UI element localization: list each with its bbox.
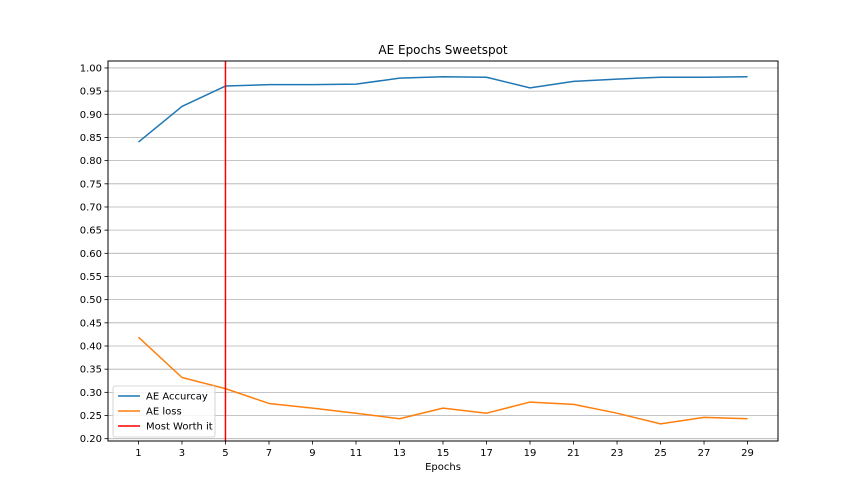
x-tick-label: 27 <box>698 448 711 459</box>
x-axis-title: Epochs <box>425 462 461 473</box>
series-line-1 <box>137 336 748 425</box>
y-tick-label: 0.20 <box>80 434 102 445</box>
y-tick-label: 0.65 <box>80 226 102 237</box>
y-tick-label: 0.70 <box>80 202 102 213</box>
legend-label: AE Accurcay <box>146 392 208 403</box>
y-tick-label: 0.95 <box>80 87 102 98</box>
grid <box>108 67 778 440</box>
x-tick-label: 5 <box>222 448 228 459</box>
x-tick-label: 21 <box>567 448 580 459</box>
y-tick-label: 0.30 <box>80 388 102 399</box>
y-tick-label: 0.40 <box>80 342 102 353</box>
series-line-0 <box>137 76 748 143</box>
x-tick-label: 17 <box>480 448 493 459</box>
plot-series <box>137 76 748 425</box>
y-tick-label: 0.75 <box>80 179 102 190</box>
y-tick-label: 0.35 <box>80 365 102 376</box>
x-tick-label: 11 <box>350 448 363 459</box>
y-tick-label: 0.50 <box>80 295 102 306</box>
y-tick-label: 0.55 <box>80 272 102 283</box>
plot-frame <box>107 60 779 442</box>
y-tick-label: 1.00 <box>80 63 102 74</box>
x-tick-label: 23 <box>611 448 624 459</box>
x-tick-label: 15 <box>437 448 450 459</box>
y-tick-label: 0.90 <box>80 110 102 121</box>
legend-label: Most Worth it <box>146 422 213 433</box>
y-tick-label: 0.85 <box>80 133 102 144</box>
legend-box <box>112 385 216 438</box>
x-tick-label: 29 <box>741 448 754 459</box>
x-tick-label: 13 <box>393 448 406 459</box>
legend-label: AE loss <box>146 407 182 418</box>
x-axis: 1 3 5 7 9 11 13 15 17 19 21 23 25 27 29 <box>135 441 754 459</box>
y-tick-label: 0.45 <box>80 318 102 329</box>
legend: AE Accurcay AE loss Most Worth it <box>112 385 216 438</box>
x-tick-label: 25 <box>654 448 667 459</box>
x-tick-label: 7 <box>266 448 272 459</box>
y-tick-label: 0.80 <box>80 156 102 167</box>
x-tick-label: 19 <box>524 448 537 459</box>
x-tick-label: 1 <box>135 448 141 459</box>
chart-title: AE Epochs Sweetspot <box>378 43 508 57</box>
x-tick-label: 9 <box>309 448 315 459</box>
x-tick-label: 3 <box>179 448 185 459</box>
y-axis: 0.20 0.25 0.30 0.35 0.40 0.45 0.50 0.55 0.60 0.65… <box>80 63 108 445</box>
y-tick-label: 0.25 <box>80 411 102 422</box>
y-tick-label: 0.60 <box>80 249 102 260</box>
